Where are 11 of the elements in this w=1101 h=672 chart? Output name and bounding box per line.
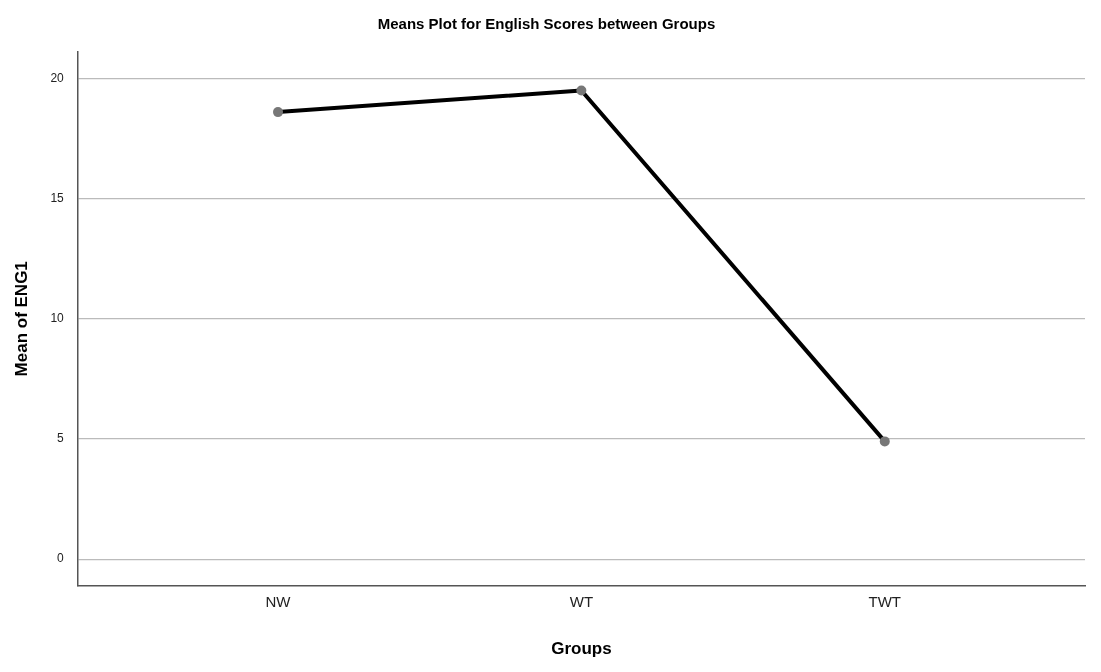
chart-title: Means Plot for English Scores between Groups [377, 15, 716, 33]
x-tick-label: NW [265, 592, 292, 610]
y-tick-label: 15 [50, 190, 65, 205]
y-tick-label: 20 [50, 70, 65, 85]
y-tick-label: 5 [57, 431, 65, 446]
x-tick-label: TWT [868, 592, 902, 610]
y-axis-title: Mean of ENG1 [11, 261, 31, 377]
x-tick-label: WT [569, 592, 594, 610]
y-tick-label: 10 [50, 311, 65, 326]
y-tick-label: 0 [57, 551, 65, 566]
x-axis-title: Groups [551, 639, 612, 659]
